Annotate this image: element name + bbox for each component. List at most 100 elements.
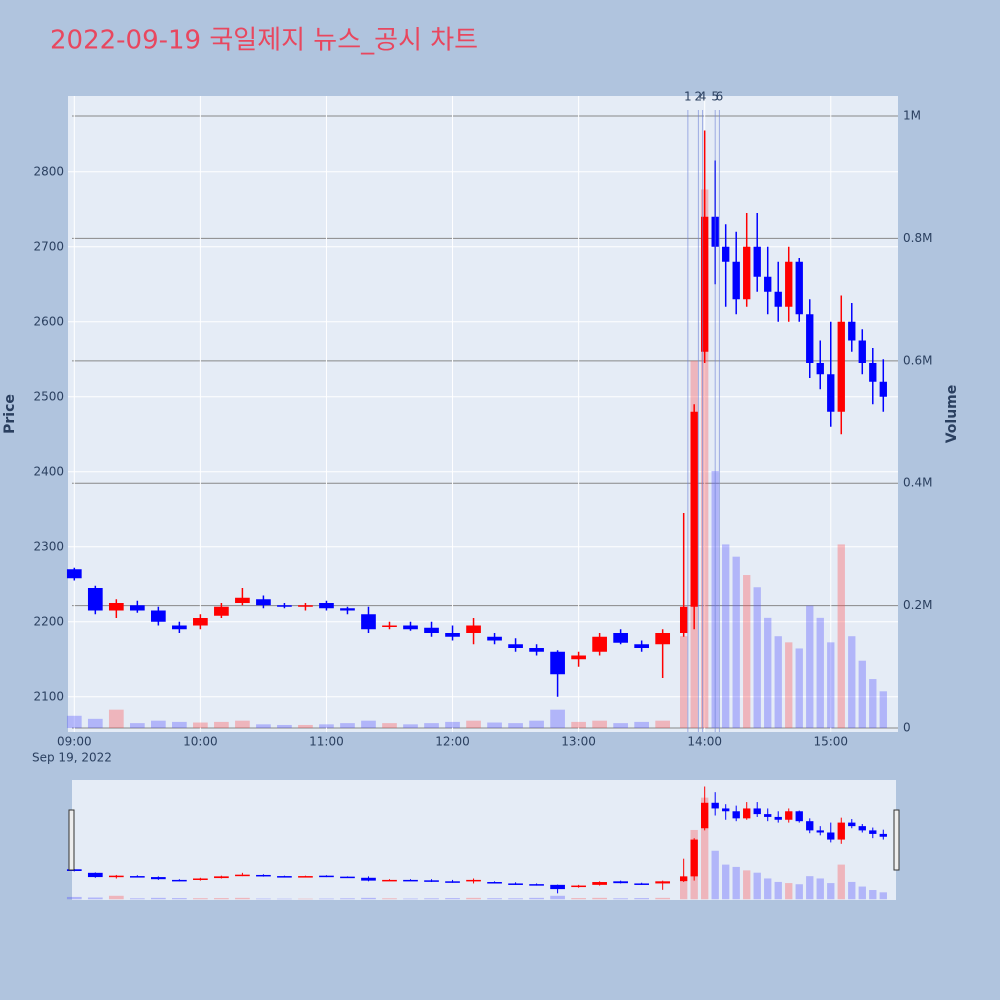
slider-volume-bar: [445, 898, 460, 900]
volume-bar: [508, 723, 523, 729]
slider-volume-bar: [711, 850, 719, 900]
slider-volume-bar: [466, 897, 481, 900]
slider-handle[interactable]: [893, 809, 900, 871]
slider-candle-body: [193, 878, 208, 880]
volume-bar: [319, 724, 334, 729]
candle-body: [193, 618, 208, 626]
volume-bar: [361, 720, 376, 729]
volume-bar: [445, 721, 460, 729]
candle-body: [235, 597, 250, 603]
candle-body: [848, 321, 856, 341]
candle-body: [550, 651, 565, 675]
slider-volume-bar: [508, 898, 523, 900]
x-tick-label: 09:00: [57, 735, 92, 749]
volume-bar: [795, 648, 803, 729]
slider-volume-bar: [172, 898, 187, 900]
volume-bar: [764, 617, 772, 729]
slider-candle-body: [837, 822, 845, 840]
candle-body: [774, 291, 782, 307]
slider-volume-bar: [816, 878, 824, 900]
slider-volume-bar: [806, 876, 814, 900]
volume-bar: [403, 724, 418, 729]
slider-volume-bar: [634, 898, 649, 900]
slider-candle-body: [743, 808, 751, 819]
slider-volume-bar: [701, 797, 709, 900]
slider-candle-body: [764, 814, 772, 817]
slider-candle-body: [382, 879, 397, 882]
volume-bar: [679, 636, 688, 729]
y-tick-label: 2100: [33, 689, 64, 703]
candle-body: [487, 636, 502, 641]
slider-volume-bar: [837, 864, 845, 900]
candle-body: [655, 633, 671, 645]
slider-volume-bar: [340, 898, 355, 900]
volume-bar: [298, 724, 313, 729]
candle-body: [66, 569, 82, 579]
slider-volume-bar: [319, 898, 334, 900]
volume-bar: [66, 715, 82, 729]
volume-bar: [235, 720, 250, 729]
slider-volume-bar: [298, 898, 313, 900]
candle-body: [827, 374, 835, 412]
slider-volume-bar: [764, 878, 772, 900]
candle-body: [424, 627, 439, 633]
y-tick-label: 2300: [33, 539, 64, 553]
slider-volume-bar: [193, 898, 208, 900]
volume-bar: [732, 556, 740, 729]
slider-volume-bar: [235, 897, 250, 900]
annotation-label: 6: [716, 90, 724, 104]
candle-body: [634, 644, 649, 648]
candle-body: [592, 636, 607, 652]
y-tick-label: 2600: [33, 314, 64, 328]
slider-volume-bar: [774, 881, 782, 900]
candle-body: [879, 381, 887, 397]
volume-bar: [214, 721, 229, 729]
slider-candle-body: [701, 802, 709, 829]
candle-body: [129, 605, 145, 611]
y2-tick-label: 0.2M: [903, 598, 932, 612]
candle-body: [466, 625, 481, 633]
volume-bar: [827, 642, 835, 729]
slider-handle[interactable]: [68, 809, 75, 871]
candle-body: [785, 261, 793, 307]
annotation-label: 1: [684, 90, 692, 104]
slider-candle-body: [340, 876, 355, 879]
volume-bar: [722, 544, 730, 729]
slider-volume-bar: [869, 890, 877, 900]
slider-candle-body: [108, 875, 124, 878]
slider-candle-body: [151, 877, 166, 880]
slider-candle-body: [711, 802, 719, 809]
slider-volume-bar: [879, 892, 887, 900]
y-tick-label: 2800: [33, 164, 64, 178]
candle-body: [869, 363, 877, 382]
candle-body: [837, 321, 845, 412]
candle-body: [382, 625, 397, 627]
y-tick-label: 2400: [33, 464, 64, 478]
slider-candle-body: [613, 881, 628, 884]
candle-body: [701, 216, 709, 352]
slider-candle-body: [655, 881, 671, 884]
slider-volume-bar: [151, 897, 166, 900]
volume-bar: [172, 721, 187, 729]
slider-volume-bar: [214, 898, 229, 900]
slider-candle-body: [466, 879, 481, 882]
slider-candle-body: [298, 876, 313, 878]
slider-candle-body: [256, 874, 271, 877]
candle-body: [722, 246, 730, 262]
slider-volume-bar: [529, 897, 544, 900]
volume-bar: [753, 587, 761, 729]
y-tick-label: 2700: [33, 239, 64, 253]
y2-tick-label: 1M: [903, 109, 921, 123]
volume-bar: [87, 718, 103, 729]
slider-candle-body: [235, 874, 250, 877]
slider-volume-bar: [87, 897, 103, 900]
slider-candle-body: [753, 808, 761, 815]
slider-candle-body: [806, 821, 814, 831]
slider-volume-bar: [753, 872, 761, 900]
volume-bar: [256, 724, 271, 729]
volume-bar: [743, 575, 751, 729]
range-slider[interactable]: [72, 780, 896, 900]
slider-candle-body: [172, 879, 187, 882]
slider-volume-bar: [827, 883, 835, 900]
